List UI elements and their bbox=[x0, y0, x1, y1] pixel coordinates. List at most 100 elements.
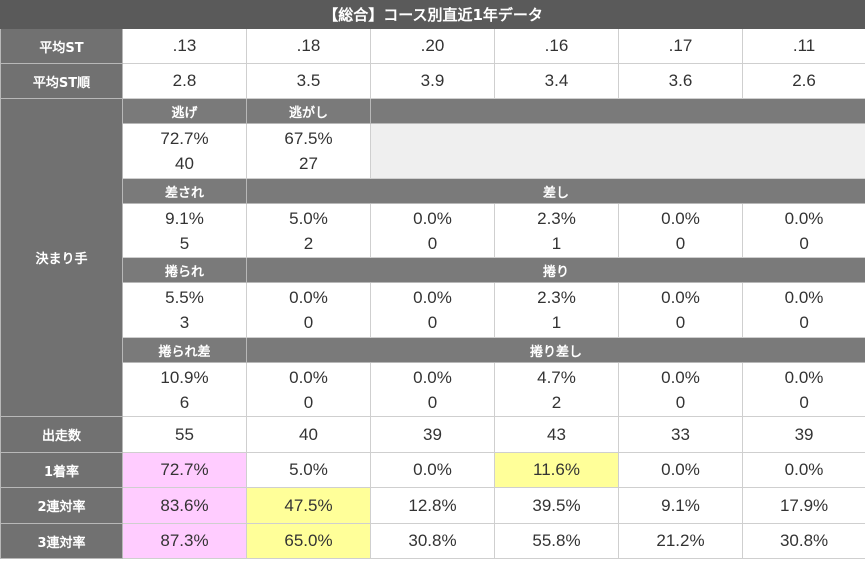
makurare-sashi-count: 6 bbox=[179, 392, 190, 412]
win-rate-value: 5.0% bbox=[246, 452, 371, 488]
makuri-pct: 0.0% bbox=[289, 288, 328, 307]
makuri-sashi-cell: 0.0% 0 bbox=[246, 362, 371, 417]
win-rate-label: 1着率 bbox=[0, 452, 123, 488]
trio-rate-value: 55.8% bbox=[494, 523, 619, 559]
makuri-values-row: 5.5% 3 0.0% 0 0.0% 0 2.3% 1 0.0% 0 0.0% 0 bbox=[1, 282, 865, 338]
starts-value: 39 bbox=[370, 416, 495, 453]
nige-header-blank bbox=[369, 98, 865, 124]
sashi-count: 0 bbox=[427, 233, 438, 253]
makuri-cell: 0.0% 0 bbox=[618, 282, 743, 338]
win-rate-value: 72.7% bbox=[122, 452, 247, 488]
makuri-sashi-count: 0 bbox=[303, 392, 314, 412]
avg-st-rank-value: 3.4 bbox=[494, 63, 619, 99]
quinella-rate-value: 47.5% bbox=[246, 487, 371, 524]
nige-cell: 72.7% 40 bbox=[122, 123, 247, 179]
makurare-cell: 5.5% 3 bbox=[122, 282, 247, 338]
avg-st-rank-value: 3.9 bbox=[370, 63, 495, 99]
makuri-cell: 2.3% 1 bbox=[494, 282, 619, 338]
nigashi-count: 27 bbox=[299, 154, 318, 173]
avg-st-label: 平均ST bbox=[0, 28, 123, 64]
makuri-sashi-cell: 4.7% 2 bbox=[494, 362, 619, 417]
empty-gray-cell bbox=[369, 123, 865, 179]
quinella-rate-label: 2連対率 bbox=[0, 487, 123, 524]
makuri-sashi-count: 2 bbox=[551, 392, 562, 412]
starts-value: 33 bbox=[618, 416, 743, 453]
avg-st-value: .17 bbox=[618, 28, 743, 64]
sashi-count: 0 bbox=[799, 233, 809, 253]
sasare-count: 5 bbox=[179, 233, 190, 253]
avg-st-value: .16 bbox=[494, 28, 619, 64]
sashi-pct: 0.0% bbox=[661, 208, 700, 228]
quinella-rate-value: 9.1% bbox=[618, 487, 743, 524]
quinella-rate-value: 39.5% bbox=[494, 487, 619, 524]
makuri-sashi-count: 0 bbox=[427, 392, 438, 412]
makuri-sashi-values-row: 10.9% 6 0.0% 0 0.0% 0 4.7% 2 0.0% 0 0.0% 0 bbox=[1, 362, 865, 417]
avg-st-rank-value: 3.5 bbox=[246, 63, 371, 99]
makuri-count: 0 bbox=[675, 313, 686, 332]
makuri-sashi-count: 0 bbox=[799, 392, 809, 412]
makuri-sashi-pct: 0.0% bbox=[784, 367, 824, 387]
nige-pct: 72.7% bbox=[160, 129, 209, 148]
sashi-count: 2 bbox=[303, 233, 314, 253]
makuri-sashi-cell: 0.0% 0 bbox=[741, 362, 865, 417]
quinella-rate-value: 12.8% bbox=[370, 487, 495, 524]
sashi-cell: 0.0% 0 bbox=[618, 203, 743, 258]
avg-st-value: .18 bbox=[246, 28, 371, 64]
quinella-rate-value: 83.6% bbox=[122, 487, 247, 524]
makuri-cell: 0.0% 0 bbox=[741, 282, 865, 338]
sashi-pct: 0.0% bbox=[784, 208, 824, 228]
makuri-sashi-pct: 0.0% bbox=[289, 367, 328, 387]
makuri-sashi-header: 捲り差し bbox=[245, 337, 865, 363]
makuri-count: 1 bbox=[551, 313, 562, 332]
win-rate-row: 1着率 72.7% 5.0% 0.0% 11.6% 0.0% 0.0% bbox=[0, 452, 865, 488]
makuri-sashi-cell: 0.0% 0 bbox=[370, 362, 495, 417]
trio-rate-label: 3連対率 bbox=[0, 523, 123, 559]
sashi-count: 0 bbox=[675, 233, 686, 253]
trio-rate-value: 30.8% bbox=[370, 523, 495, 559]
makuri-sashi-pct: 0.0% bbox=[413, 367, 452, 387]
nige-count: 40 bbox=[175, 154, 194, 173]
table-title: 【総合】コース別直近1年データ bbox=[0, 0, 865, 29]
avg-st-rank-row: 平均ST順 2.8 3.5 3.9 3.4 3.6 2.6 bbox=[0, 63, 865, 99]
trio-rate-value: 65.0% bbox=[246, 523, 371, 559]
avg-st-rank-label: 平均ST順 bbox=[0, 63, 123, 99]
makurare-sashi-cell: 10.9% 6 bbox=[122, 362, 247, 417]
makuri-count: 0 bbox=[303, 313, 314, 332]
starts-value: 43 bbox=[494, 416, 619, 453]
avg-st-value: .11 bbox=[741, 28, 865, 64]
sasare-pct: 9.1% bbox=[165, 208, 204, 228]
quinella-rate-value: 17.9% bbox=[741, 487, 865, 524]
nigashi-cell: 67.5% 27 bbox=[246, 123, 371, 179]
makuri-pct: 0.0% bbox=[784, 288, 824, 307]
sashi-cell: 0.0% 0 bbox=[741, 203, 865, 258]
makuri-pct: 0.0% bbox=[661, 288, 700, 307]
makuri-sashi-pct: 0.0% bbox=[661, 367, 700, 387]
win-rate-value: 0.0% bbox=[741, 452, 865, 488]
makuri-sashi-header-row: 捲られ差 捲り差し bbox=[1, 337, 865, 363]
sashi-pct: 0.0% bbox=[413, 208, 452, 228]
avg-st-rank-value: 2.8 bbox=[122, 63, 247, 99]
makuri-pct: 0.0% bbox=[413, 288, 452, 307]
sashi-values-row: 9.1% 5 5.0% 2 0.0% 0 2.3% 1 0.0% 0 0.0% 0 bbox=[1, 203, 865, 258]
makurare-header: 捲られ bbox=[122, 257, 247, 283]
nige-header-row: 決まり手 逃げ 逃がし bbox=[0, 98, 865, 417]
avg-st-rank-value: 3.6 bbox=[618, 63, 743, 99]
avg-st-value: .20 bbox=[370, 28, 495, 64]
win-rate-value: 0.0% bbox=[618, 452, 743, 488]
sashi-header: 差し bbox=[245, 178, 865, 204]
makuri-header-row: 捲られ 捲り bbox=[1, 257, 865, 283]
starts-value: 39 bbox=[741, 416, 865, 453]
makurare-pct: 5.5% bbox=[165, 288, 204, 307]
sashi-cell: 5.0% 2 bbox=[246, 203, 371, 258]
sashi-cell: 2.3% 1 bbox=[494, 203, 619, 258]
makuri-count: 0 bbox=[427, 313, 438, 332]
avg-st-rank-value: 2.6 bbox=[741, 63, 865, 99]
makuri-pct: 2.3% bbox=[537, 288, 576, 307]
sashi-pct: 2.3% bbox=[537, 208, 576, 228]
kimarite-label: 決まり手 bbox=[0, 98, 123, 417]
sashi-pct: 5.0% bbox=[289, 208, 328, 228]
nigashi-header: 逃がし bbox=[246, 98, 371, 124]
win-rate-value: 11.6% bbox=[494, 452, 619, 488]
trio-rate-row: 3連対率 87.3% 65.0% 30.8% 55.8% 21.2% 30.8% bbox=[0, 523, 865, 559]
starts-label: 出走数 bbox=[0, 416, 123, 453]
